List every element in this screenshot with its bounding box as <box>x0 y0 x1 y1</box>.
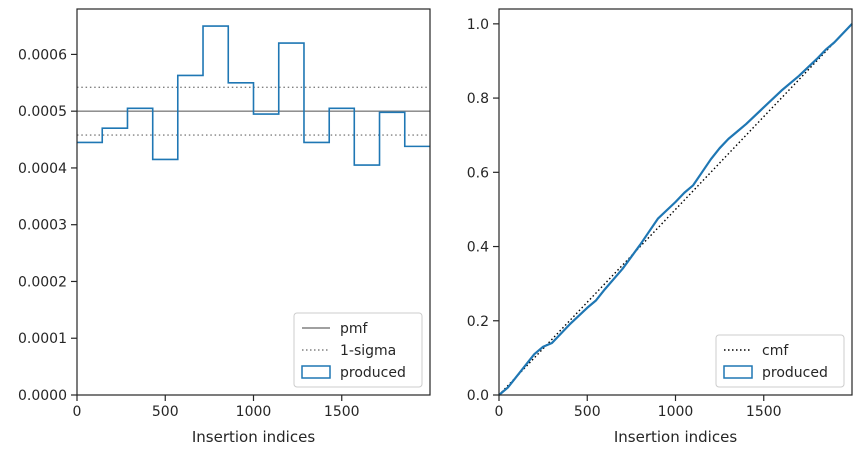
y-tick-label: 1.0 <box>467 17 489 33</box>
x-tick-label: 0 <box>495 404 504 420</box>
produced-cumulative-line <box>498 23 853 396</box>
x-tick-label: 500 <box>574 404 601 420</box>
legend-swatch-produced <box>301 365 331 379</box>
left-axes-frame <box>76 8 431 396</box>
legend-label-produced: produced <box>340 365 406 381</box>
x-tick-label: 500 <box>152 404 179 420</box>
left-y-axis: 0.0000 0.0001 0.0002 0.0003 0.0004 0.0005 0.00… <box>18 47 77 404</box>
x-tick-label: 1000 <box>658 404 694 420</box>
right-chart: 0 500 1000 1500 0.0 0.2 0.4 0.6 0.8 1.0 Insertio… <box>467 8 853 446</box>
left-x-axis-label: Insertion indices <box>192 428 315 446</box>
right-plot-area <box>498 23 853 396</box>
legend-box <box>715 334 845 388</box>
right-axes-frame <box>498 8 853 396</box>
y-tick-label: 0.2 <box>467 314 489 330</box>
right-legend: cmf produced <box>715 334 845 388</box>
produced-histogram <box>77 25 430 166</box>
histogram-bin <box>228 83 253 395</box>
y-tick-label: 0.0005 <box>18 104 67 120</box>
y-tick-label: 0.0000 <box>18 388 67 404</box>
left-legend: pmf 1-sigma produced <box>293 312 423 388</box>
x-tick-label: 1500 <box>746 404 782 420</box>
y-tick-label: 0.8 <box>467 91 489 107</box>
y-tick-label: 0.4 <box>467 240 489 256</box>
legend-label-produced: produced <box>762 365 828 381</box>
y-tick-label: 0.0 <box>467 388 489 404</box>
histogram-bin <box>203 26 228 395</box>
y-tick-label: 0.0002 <box>18 274 67 290</box>
left-chart: 0 500 1000 1500 0.00000.00010.00020.00030.0… <box>18 8 431 446</box>
y-tick-label: 0.0003 <box>18 218 67 234</box>
y-tick-label: 0.6 <box>467 165 489 181</box>
y-tick-label: 0.0006 <box>18 47 67 63</box>
histogram-bin <box>178 75 203 395</box>
x-tick-label: 1000 <box>236 404 272 420</box>
legend-label-pmf: pmf <box>340 321 369 337</box>
right-x-axis: 0 500 1000 1500 <box>495 395 782 420</box>
histogram-bin <box>127 108 152 395</box>
histogram-bin <box>153 159 178 395</box>
x-tick-label: 0 <box>73 404 82 420</box>
y-tick-label: 0.0004 <box>18 161 67 177</box>
histogram-bin <box>102 128 127 395</box>
legend-box <box>293 312 423 388</box>
cmf-line <box>498 23 853 396</box>
left-plot-area <box>77 25 430 395</box>
x-tick-label: 1500 <box>324 404 360 420</box>
right-x-axis-label: Insertion indices <box>614 428 737 446</box>
right-y-axis: 0.0 0.2 0.4 0.6 0.8 1.0 <box>467 17 499 404</box>
histogram-bin <box>254 114 279 395</box>
legend-swatch-produced <box>723 365 753 379</box>
histogram-bin <box>77 142 102 395</box>
left-x-axis: 0 500 1000 1500 <box>73 395 360 420</box>
y-tick-label: 0.0001 <box>18 331 67 347</box>
legend-label-cmf: cmf <box>762 343 789 359</box>
legend-label-sigma: 1-sigma <box>340 343 396 359</box>
